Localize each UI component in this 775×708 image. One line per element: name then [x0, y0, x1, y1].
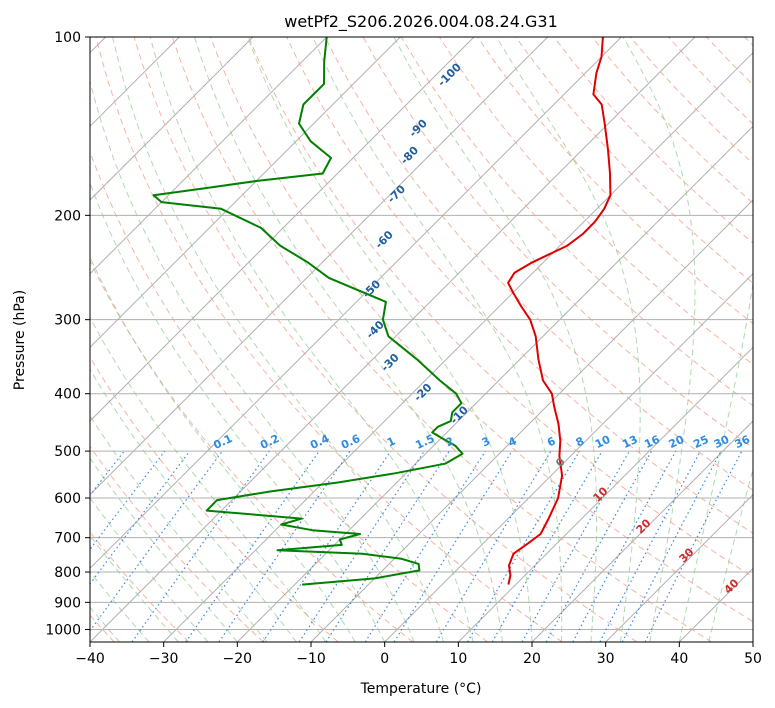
mixing-ratio-label: 25	[691, 433, 710, 451]
mixing-ratio-line	[325, 450, 450, 642]
moist-adiabat-line	[90, 414, 268, 642]
isotherm-line	[236, 125, 753, 642]
mixing-ratio-label: 36	[733, 433, 753, 451]
moist-adiabat-line	[90, 497, 209, 642]
x-tick-label: 50	[744, 651, 762, 667]
plot-frame	[89, 36, 754, 643]
mixing-ratio-line	[599, 450, 702, 642]
mixing-ratio-line	[466, 450, 580, 642]
moist-adiabat-line	[90, 79, 415, 642]
y-tick-label: 600	[54, 491, 81, 507]
isotherm-line	[605, 493, 753, 642]
moist-adiabat-line	[90, 457, 238, 642]
x-tick-label: −10	[296, 651, 326, 667]
dry-adiabat-line	[286, 37, 753, 534]
mixing-ratio-line	[572, 450, 677, 642]
x-axis-label: Temperature (°C)	[360, 681, 482, 697]
y-tick-label: 1000	[45, 622, 81, 638]
moist-adiabat-line	[90, 571, 150, 642]
x-tick-label: −20	[223, 651, 253, 667]
dry-adiabat-line	[324, 37, 753, 491]
isotherm-line	[90, 37, 622, 570]
dry-adiabat-line	[515, 37, 753, 284]
mixing-ratio-line	[298, 450, 425, 642]
y-tick-label: 300	[54, 313, 81, 329]
moist-adiabat-line	[708, 467, 753, 642]
y-tick-label: 700	[54, 531, 81, 547]
moist-adiabat-line	[495, 37, 641, 642]
mixing-ratio-line	[364, 450, 486, 642]
temperature-line	[507, 37, 612, 585]
moist-adiabat-line	[393, 37, 598, 642]
y-tick-label: 800	[54, 565, 81, 581]
moist-adiabat-line	[112, 37, 445, 642]
moist-adiabat-line	[622, 37, 696, 642]
axes: −40 −30 −20 −10 0 10 20 30 40 50 100 200 300 400 500 60…	[45, 30, 762, 667]
isotherm-line	[90, 37, 549, 496]
y-tick-label: 200	[54, 208, 81, 224]
chart-title: wetPf2_S206.2026.004.08.24.G31	[284, 12, 558, 32]
mixing-ratio-line	[393, 450, 513, 642]
dry-adiabat-line	[133, 37, 638, 642]
data-lines	[152, 37, 612, 586]
isotherm-line	[90, 37, 254, 201]
mixing-ratio-line	[435, 450, 552, 642]
mixing-ratio-line	[262, 450, 392, 642]
x-tick-label: 10	[449, 651, 467, 667]
mixing-ratio-line	[90, 450, 166, 551]
moist-adiabat-line	[90, 534, 179, 642]
x-tick-label: 0	[380, 651, 389, 667]
background-lines	[90, 37, 753, 642]
dry-adiabat-line	[171, 37, 712, 642]
moist-adiabat-line	[90, 368, 297, 642]
x-tick-label: 30	[597, 651, 615, 667]
dry-adiabat-line	[90, 445, 264, 642]
mixing-ratio-line	[218, 450, 351, 642]
moist-adiabat-line	[194, 37, 503, 642]
isotherm-line	[384, 272, 753, 642]
moist-adiabat-line	[90, 255, 356, 642]
moist-adiabat-line	[247, 37, 533, 642]
x-tick-label: 20	[523, 651, 541, 667]
isotherm-line	[90, 37, 475, 422]
y-tick-label: 900	[54, 595, 81, 611]
mixing-ratio-label: 20	[667, 433, 687, 451]
y-axis-label: Pressure (hPa)	[12, 290, 28, 390]
y-tick-label: 500	[54, 444, 81, 460]
y-tick-label: 100	[54, 30, 81, 46]
isotherm-line	[163, 51, 753, 642]
dewpoint-line	[152, 37, 464, 586]
x-tick-label: 40	[670, 651, 688, 667]
moist-adiabat-line	[149, 37, 474, 642]
dry-adiabat-line	[248, 37, 753, 578]
plot-area	[90, 37, 753, 642]
mixing-ratio-line	[185, 450, 320, 642]
y-tick-label: 400	[54, 387, 81, 403]
moist-adiabat-line	[312, 37, 563, 642]
moist-adiabat-line	[678, 280, 753, 642]
mixing-ratio-label: 30	[712, 433, 732, 451]
moist-adiabat-line	[90, 316, 327, 642]
mixing-ratio-label: 13	[620, 433, 639, 451]
x-tick-label: −40	[75, 651, 105, 667]
moist-adiabat-line	[90, 181, 386, 642]
isotherm-line	[90, 37, 401, 349]
x-tick-label: −30	[149, 651, 179, 667]
mixing-ratio-label: 16	[642, 433, 662, 451]
dry-adiabat-line	[95, 37, 563, 642]
dry-adiabat-line	[90, 259, 414, 642]
isotherm-line	[90, 37, 328, 275]
mixing-ratio-label: 10	[593, 433, 613, 451]
